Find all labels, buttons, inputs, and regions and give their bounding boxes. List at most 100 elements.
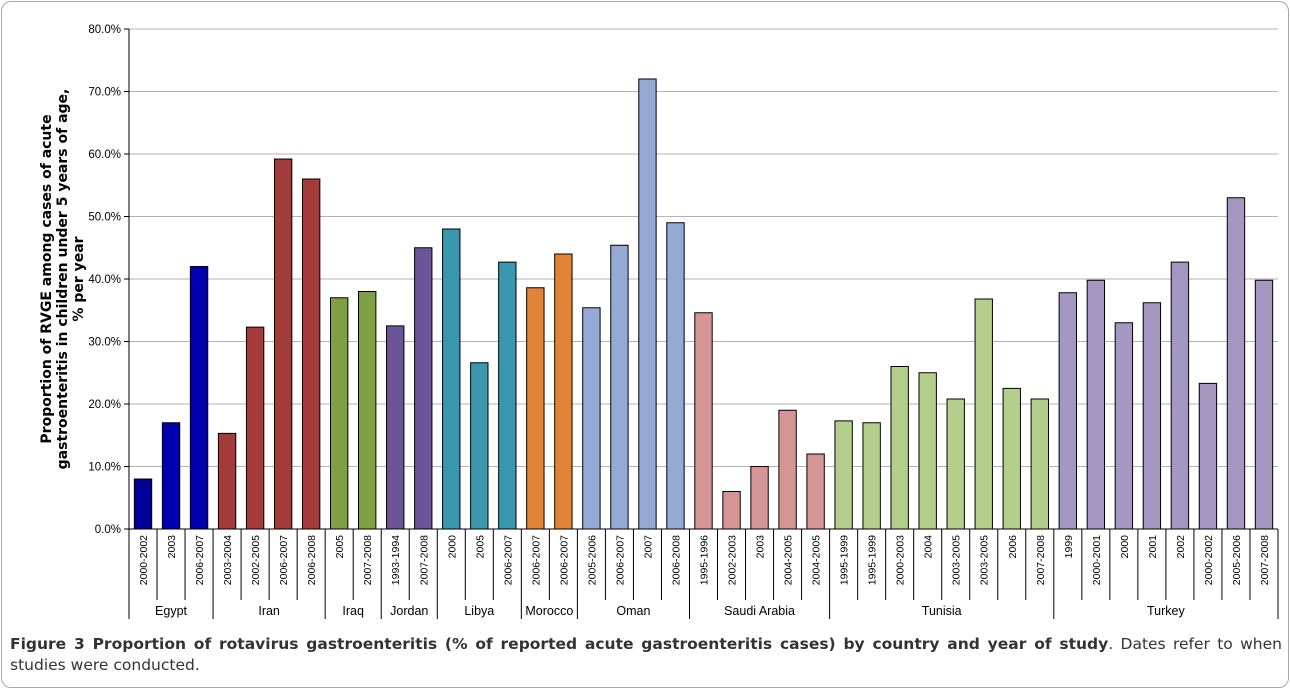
bar [974,298,993,530]
bar [1198,382,1218,530]
year-label: 2001 [1147,535,1159,559]
year-label: 1995-1996 [699,535,711,585]
bar [498,261,517,530]
year-label: 2006-2007 [614,535,626,585]
year-label: 2007 [642,535,654,559]
bar [1114,322,1134,530]
country-label: Tunisia [922,604,962,618]
country-label: Iran [258,604,280,618]
bar [890,366,909,530]
year-label: 2004-2005 [783,535,795,585]
country-label: Libya [464,604,494,618]
y-tick-label: 0.0% [95,524,121,536]
year-label: 2003-2005 [979,535,991,585]
year-label: 2005-2006 [1231,535,1243,585]
bar-chart: 0.0% 10.0% 20.0% 30.0% 40.0% 50.0% 60.0% 70.0% 8… [39,24,1279,619]
year-label: 2006 [1007,535,1019,559]
bar [133,478,153,530]
bar [329,297,349,530]
bar [1002,387,1021,530]
bar [1142,302,1162,530]
y-tick-label: 80.0% [88,24,121,36]
bar [245,326,265,530]
bar [301,178,321,530]
bar [1170,261,1190,530]
year-label: 1995-1999 [867,535,879,585]
year-label: 2006-2007 [502,535,514,585]
bar [554,253,573,530]
bar [1058,292,1078,530]
bar [638,78,657,530]
bar [1086,279,1106,530]
y-tick-label: 40.0% [88,274,121,286]
bar [694,312,713,530]
year-label: 1999 [1063,535,1075,559]
caption-title: Figure 3 Proportion of rotavirus gastroe… [10,635,1109,653]
year-label: 2006-2007 [558,535,570,585]
y-tick-label: 60.0% [88,149,121,161]
bar [806,453,825,530]
bar [470,362,489,530]
bar [582,307,601,530]
bar [414,247,433,530]
country-label: Turkey [1147,604,1185,618]
year-label: 2002 [1175,535,1187,559]
y-tick-label: 30.0% [88,337,121,349]
year-label: 1995-1999 [839,535,851,585]
bar [610,244,629,530]
y-axis-title-line: gastroenteritis in children under 5 year… [55,89,71,470]
year-label: 2007-2008 [1259,535,1271,585]
year-label: 2006-2007 [278,535,290,585]
y-axis-title-line: % per year [71,236,87,321]
bar [189,266,209,530]
country-label: Oman [616,604,650,618]
bar [161,422,181,530]
country-label: Morocco [525,604,573,618]
caption-text: . Dates refer to when studies were condu… [10,635,1282,674]
bar [666,222,685,530]
country-label: Iraq [342,604,364,618]
year-label: 2007-2008 [418,535,430,585]
y-axis-title-line: Proportion of RVGE among cases of acute [39,114,55,443]
bar [834,420,853,530]
year-label: 2003 [755,535,767,559]
figure-caption: Figure 3 Proportion of rotavirus gastroe… [10,634,1282,676]
bar [918,372,937,530]
year-label: 2005 [474,535,486,559]
year-label: 2006-2007 [194,535,206,585]
bar [526,287,545,530]
bar [862,422,881,530]
year-label: 2005-2006 [586,535,598,585]
bar [946,398,965,530]
y-tick-label: 50.0% [88,212,121,224]
year-label: 1993-1994 [390,535,402,585]
bar [358,291,377,530]
y-tick-label: 10.0% [88,462,121,474]
bar [217,432,237,530]
year-label: 2003-2005 [951,535,963,585]
year-label: 2000 [446,535,458,559]
bar [442,228,461,530]
year-label: 2007-2008 [1035,535,1047,585]
year-label: 2000-2001 [1091,535,1103,585]
year-label: 2006-2008 [670,535,682,585]
bar [750,466,769,530]
bar [778,409,797,530]
year-label: 2005 [334,535,346,559]
year-label: 2007-2008 [362,535,374,585]
country-label: Egypt [155,604,187,618]
year-label: 2003-2004 [222,535,234,585]
year-label: 2006-2007 [530,535,542,585]
bar [1226,197,1246,530]
year-label: 2000-2003 [895,535,907,585]
year-label: 2006-2008 [306,535,318,585]
year-label: 2000-2002 [1203,535,1215,585]
year-label: 2002-2005 [250,535,262,585]
year-label: 2004 [923,535,935,559]
year-label: 2004-2005 [811,535,823,585]
y-tick-label: 20.0% [88,399,121,411]
year-label: 2002-2003 [727,535,739,585]
bar [1254,279,1274,530]
year-label: 2000 [1119,535,1131,559]
bar [722,491,741,530]
